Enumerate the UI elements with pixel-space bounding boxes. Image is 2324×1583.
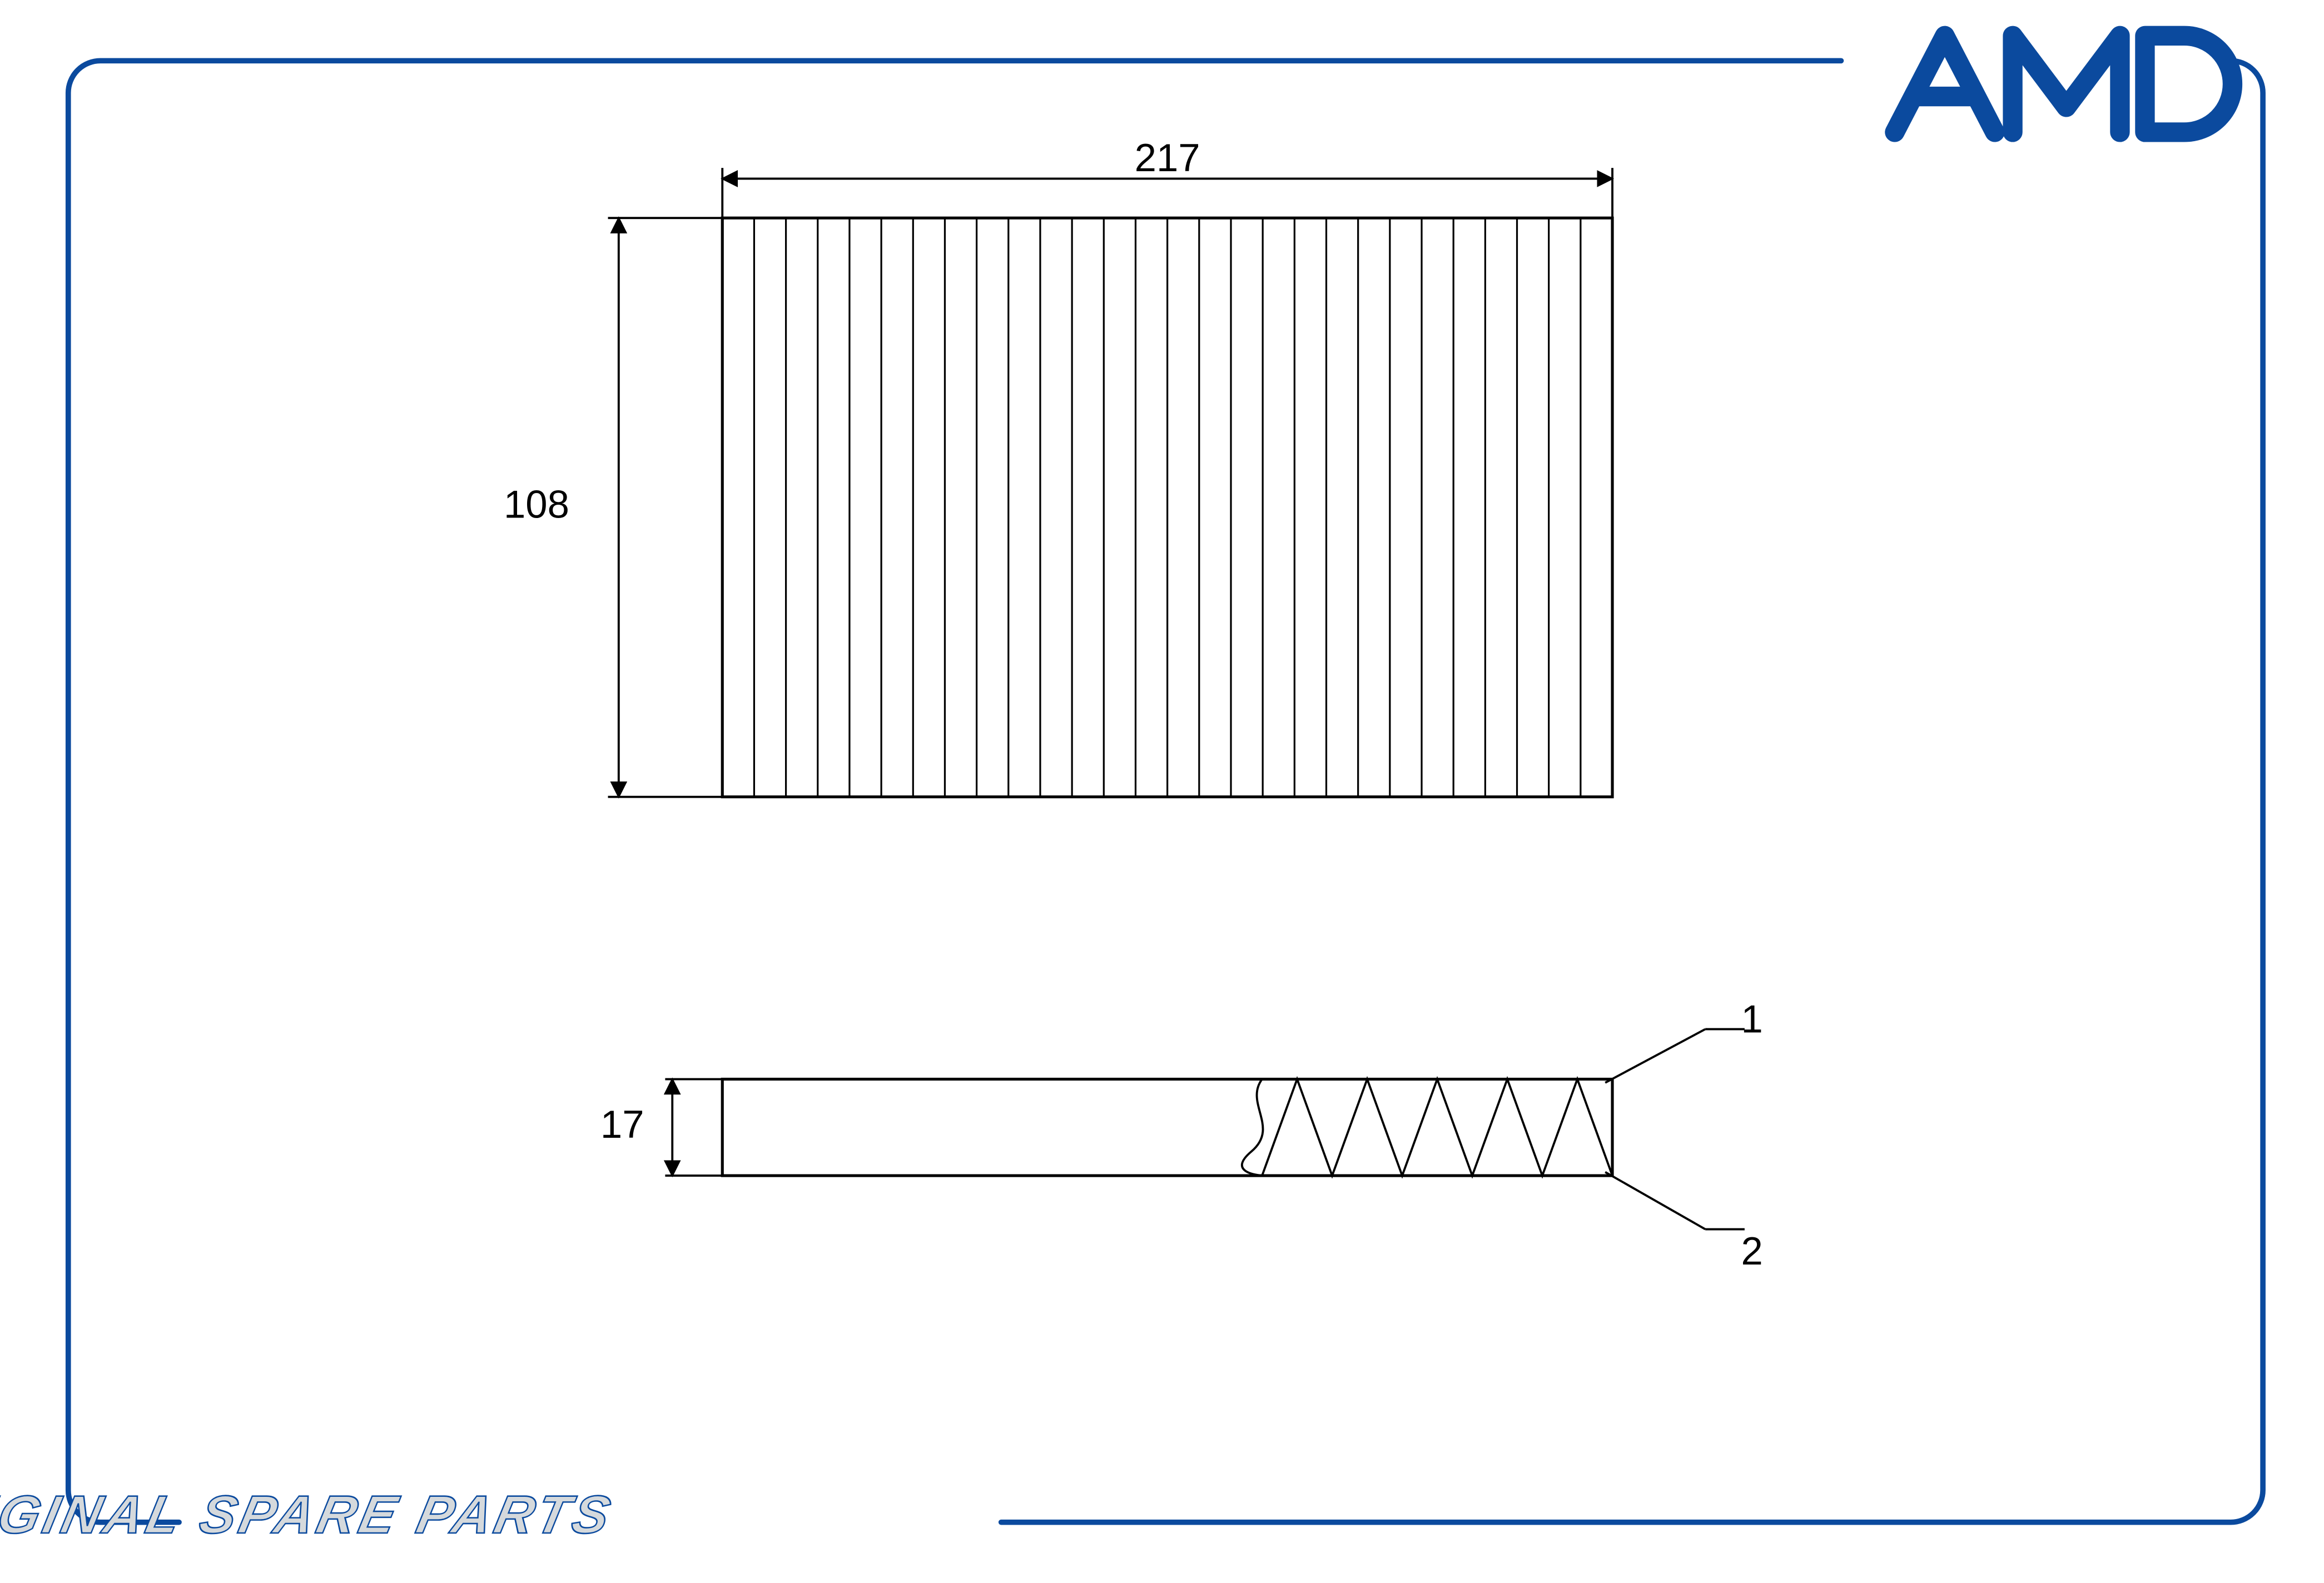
diagram-svg: ORIGINAL SPARE PARTS 217 108 17 1 2 — [0, 0, 2324, 1583]
canvas: ORIGINAL SPARE PARTS 217 108 17 1 2 — [0, 0, 2324, 1583]
dim-thickness-label: 17 — [600, 1102, 644, 1146]
dim-width-label: 217 — [1135, 136, 1200, 180]
tagline-text: ORIGINAL SPARE PARTS — [0, 1485, 619, 1545]
callout-1-label: 1 — [1741, 997, 1762, 1041]
dim-height-label: 108 — [504, 482, 569, 526]
callout-2-label: 2 — [1741, 1229, 1762, 1273]
